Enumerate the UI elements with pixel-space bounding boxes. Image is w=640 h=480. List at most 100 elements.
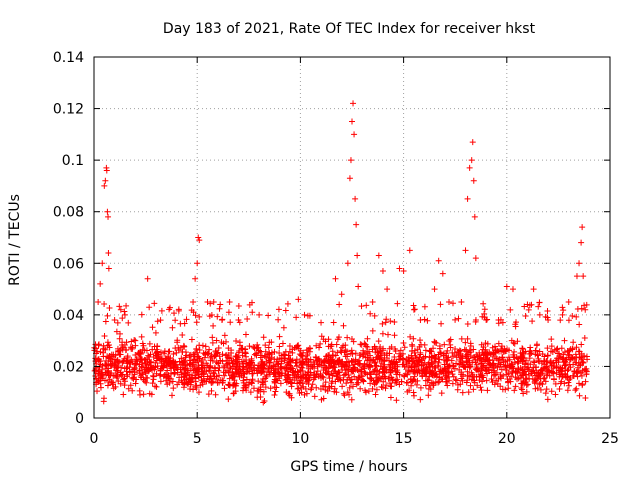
data-point: [191, 353, 198, 360]
data-point: [340, 376, 347, 383]
data-point: [355, 368, 362, 375]
data-point: [376, 356, 383, 363]
data-point: [510, 351, 517, 358]
data-point: [267, 385, 274, 392]
data-point: [511, 387, 518, 394]
data-point: [104, 369, 111, 376]
data-point: [352, 195, 359, 202]
data-point: [372, 391, 379, 398]
data-point: [221, 372, 228, 379]
data-point: [431, 286, 438, 293]
data-point: [544, 314, 551, 321]
data-point: [368, 376, 375, 383]
data-point: [312, 353, 319, 360]
data-point: [295, 385, 302, 392]
data-point: [410, 389, 417, 396]
data-point: [539, 370, 546, 377]
data-point: [334, 336, 341, 343]
data-point: [446, 298, 453, 305]
data-point: [400, 268, 407, 275]
data-point: [174, 381, 181, 388]
data-point: [132, 337, 139, 344]
data-point: [574, 373, 581, 380]
data-point: [120, 391, 127, 398]
data-point: [244, 316, 251, 323]
data-point: [463, 379, 470, 386]
data-point: [471, 373, 478, 380]
data-point: [578, 355, 585, 362]
data-point: [537, 380, 544, 387]
y-tick-label: 0.02: [53, 359, 84, 375]
data-point: [408, 363, 415, 370]
data-point: [195, 364, 202, 371]
plot-frame: [93, 56, 611, 419]
data-point: [404, 379, 411, 386]
data-point: [182, 362, 189, 369]
data-point: [503, 283, 510, 290]
data-point: [96, 358, 103, 365]
data-point: [532, 385, 539, 392]
data-point: [499, 386, 506, 393]
data-point: [245, 362, 252, 369]
data-point: [430, 345, 437, 352]
data-point: [458, 335, 465, 342]
data-point: [565, 379, 572, 386]
data-point: [240, 366, 247, 373]
data-point: [415, 358, 422, 365]
data-point: [355, 374, 362, 381]
data-point: [192, 275, 199, 282]
data-point: [125, 385, 132, 392]
data-point: [400, 340, 407, 347]
data-point: [392, 379, 399, 386]
x-tick-label: 15: [395, 431, 413, 447]
data-point: [297, 367, 304, 374]
data-point: [464, 368, 471, 375]
data-point: [576, 380, 583, 387]
data-point: [421, 303, 428, 310]
data-point: [206, 313, 213, 320]
data-point: [101, 332, 108, 339]
data-point: [578, 239, 585, 246]
data-point: [506, 347, 513, 354]
data-point: [284, 375, 291, 382]
data-point: [263, 373, 270, 380]
data-point: [152, 363, 159, 370]
x-tick-label: 0: [90, 431, 99, 447]
data-point: [322, 357, 329, 364]
data-point: [281, 365, 288, 372]
data-point: [148, 391, 155, 398]
data-point: [535, 372, 542, 379]
data-point: [391, 332, 398, 339]
data-point: [329, 348, 336, 355]
data-point: [276, 333, 283, 340]
data-point: [310, 359, 317, 366]
data-point: [579, 224, 586, 231]
data-point: [310, 376, 317, 383]
data-point: [132, 342, 139, 349]
data-point: [406, 387, 413, 394]
data-point: [561, 337, 568, 344]
data-point: [489, 344, 496, 351]
data-point: [313, 371, 320, 378]
data-point: [113, 328, 120, 335]
data-point: [583, 371, 590, 378]
data-point: [328, 343, 335, 350]
data-point: [190, 309, 197, 316]
data-point: [373, 362, 380, 369]
data-point: [457, 381, 464, 388]
data-point: [176, 374, 183, 381]
data-point: [566, 351, 573, 358]
data-point: [332, 275, 339, 282]
data-point: [212, 391, 219, 398]
data-point: [447, 344, 454, 351]
data-point: [450, 353, 457, 360]
data-point: [299, 353, 306, 360]
data-point: [399, 361, 406, 368]
data-point: [318, 319, 325, 326]
data-point: [411, 368, 418, 375]
data-point: [535, 303, 542, 310]
data-point: [521, 303, 528, 310]
data-point: [245, 381, 252, 388]
data-point: [271, 391, 278, 398]
data-point: [304, 312, 311, 319]
